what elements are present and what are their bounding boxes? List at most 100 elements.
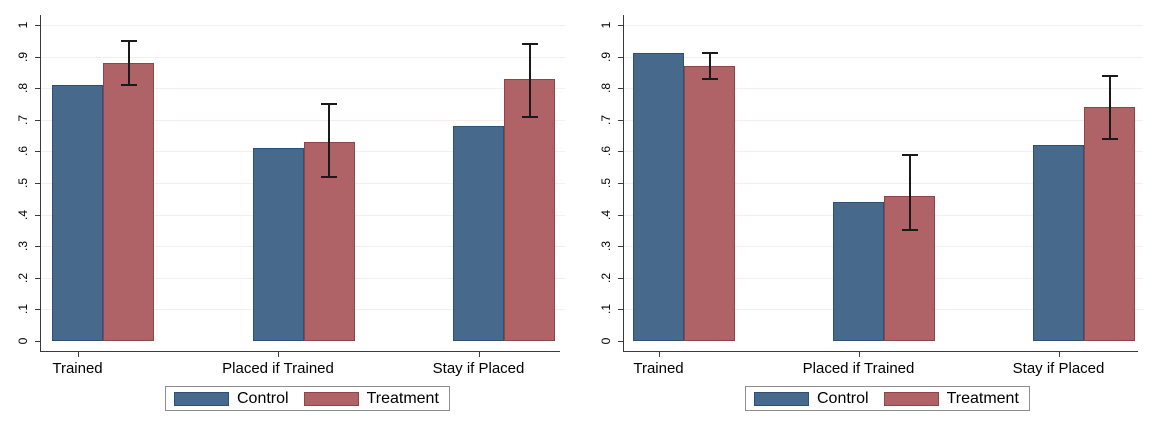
y-tick bbox=[618, 246, 623, 248]
error-bar-cap-bottom bbox=[120, 84, 137, 87]
error-bar-line bbox=[127, 40, 130, 86]
y-tick bbox=[618, 277, 623, 279]
spacer bbox=[27, 341, 78, 343]
x-tick bbox=[478, 352, 480, 357]
y-tick bbox=[35, 88, 40, 90]
y-tick bbox=[618, 151, 623, 153]
x-tick bbox=[658, 352, 660, 357]
error-bar-line bbox=[708, 53, 711, 79]
y-tick-label: .6 bbox=[599, 146, 613, 157]
y-tick bbox=[35, 119, 40, 121]
y-tick-label: .3 bbox=[599, 241, 613, 252]
x-axis-label: Trained bbox=[633, 360, 684, 377]
y-tick-label: .7 bbox=[16, 114, 30, 125]
error-bar-line bbox=[1108, 75, 1111, 139]
error-bar-cap-bottom bbox=[701, 77, 718, 80]
legend: Control Treatment bbox=[165, 386, 450, 411]
bar-treatment bbox=[504, 78, 555, 341]
legend-swatch-treatment bbox=[303, 391, 359, 406]
bar-chart-right: Control Treatment 0.1.2.3.4.5.6.7.8.9 1 Tr… bbox=[599, 0, 1157, 434]
spacer bbox=[808, 341, 859, 343]
y-tick bbox=[35, 246, 40, 248]
y-tick bbox=[35, 341, 40, 342]
gridline bbox=[624, 25, 1143, 26]
spacer bbox=[428, 341, 479, 343]
y-tick-label: .4 bbox=[599, 209, 613, 220]
y-axis-line bbox=[40, 15, 41, 351]
y-tick bbox=[618, 309, 623, 311]
y-tick-label: .1 bbox=[16, 304, 30, 315]
x-axis-line bbox=[40, 351, 560, 352]
bar-treatment bbox=[684, 66, 735, 341]
error-bar-cap-bottom bbox=[521, 115, 538, 118]
y-tick-label: .8 bbox=[16, 83, 30, 94]
error-bar-line bbox=[908, 154, 911, 231]
spacer bbox=[227, 341, 278, 343]
y-tick-label: 1 bbox=[599, 21, 613, 29]
spacer bbox=[608, 341, 659, 343]
legend: Control Treatment bbox=[745, 386, 1030, 411]
y-tick-label: .4 bbox=[16, 209, 30, 220]
x-tick bbox=[858, 352, 860, 357]
x-tick bbox=[278, 352, 279, 357]
y-tick-label: 1 bbox=[16, 21, 30, 29]
y-tick-label: .5 bbox=[599, 177, 613, 189]
gridline bbox=[41, 25, 565, 26]
y-tick bbox=[618, 119, 623, 121]
y-tick-label: .6 bbox=[16, 146, 30, 157]
error-bar-cap-top bbox=[321, 103, 337, 105]
gridline bbox=[624, 56, 1143, 58]
legend-swatch-control bbox=[754, 391, 809, 406]
y-tick-label: .8 bbox=[599, 83, 613, 94]
y-tick-label: .2 bbox=[16, 272, 30, 283]
x-tick bbox=[77, 352, 79, 357]
y-tick-label: .2 bbox=[599, 272, 613, 283]
error-bar-cap-top bbox=[521, 42, 538, 45]
y-tick-label: .1 bbox=[599, 304, 613, 315]
legend-swatch-control bbox=[174, 391, 229, 406]
bar-control bbox=[252, 148, 304, 341]
y-tick bbox=[618, 214, 623, 216]
y-tick bbox=[35, 214, 40, 216]
x-axis-label: Trained bbox=[52, 360, 103, 377]
error-bar-cap-top bbox=[701, 52, 718, 55]
y-tick bbox=[35, 309, 40, 311]
y-tick bbox=[618, 88, 623, 90]
bar-control bbox=[633, 53, 684, 341]
y-tick bbox=[618, 183, 623, 184]
bar-control bbox=[453, 126, 504, 341]
y-tick bbox=[35, 56, 40, 58]
y-tick bbox=[35, 25, 40, 26]
legend-label-treatment: Treatment bbox=[366, 389, 439, 407]
bar-treatment bbox=[1084, 107, 1135, 341]
error-bar-cap-top bbox=[120, 39, 137, 42]
legend-swatch-treatment bbox=[883, 391, 939, 406]
error-bar-line bbox=[328, 104, 330, 177]
error-bar-cap-bottom bbox=[1101, 137, 1118, 140]
y-tick-label: .9 bbox=[16, 51, 30, 62]
bar-control bbox=[1033, 145, 1084, 341]
legend-label-control: Control bbox=[237, 389, 289, 407]
error-bar-line bbox=[528, 43, 531, 117]
x-axis-label: Stay if Placed bbox=[1012, 360, 1105, 377]
x-axis-label: Stay if Placed bbox=[432, 360, 525, 377]
error-bar-cap-bottom bbox=[901, 229, 918, 232]
x-axis-label: Placed if Trained bbox=[222, 360, 334, 377]
legend-label-control: Control bbox=[817, 389, 869, 407]
y-axis-line bbox=[623, 15, 624, 351]
x-axis-label: Placed if Trained bbox=[802, 360, 915, 377]
legend-label-treatment: Treatment bbox=[946, 389, 1019, 407]
y-tick-label: .7 bbox=[599, 114, 613, 125]
bar-control bbox=[52, 85, 103, 341]
x-axis-line bbox=[623, 351, 1138, 352]
error-bar-cap-top bbox=[901, 153, 918, 156]
bar-control bbox=[833, 201, 884, 341]
bar-chart-left: Control Treatment 0.1.2.3.4.5.6.7.8.9 1 Tr… bbox=[0, 0, 578, 434]
error-bar-cap-top bbox=[1101, 74, 1118, 77]
error-bar-cap-bottom bbox=[321, 175, 337, 178]
y-tick bbox=[35, 151, 40, 153]
x-tick bbox=[1058, 352, 1060, 357]
y-tick-label: .5 bbox=[16, 177, 30, 189]
y-tick-label: .9 bbox=[599, 51, 613, 62]
